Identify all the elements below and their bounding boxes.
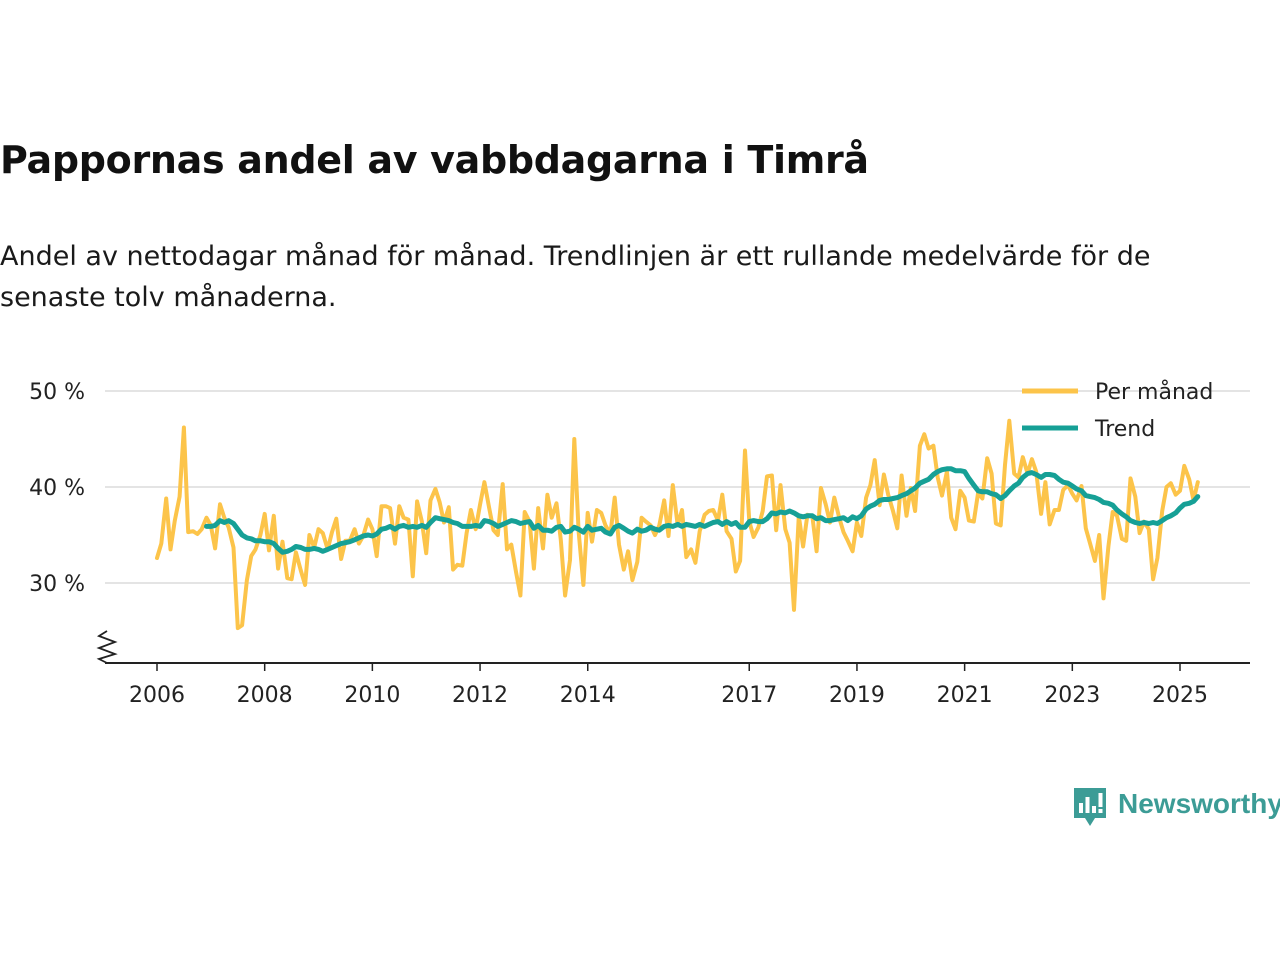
x-tick-label: 2019 [829,683,885,708]
newsworthy-logo: Newsworthy [1072,786,1280,828]
x-tick-label: 2014 [560,683,616,708]
newsworthy-logo-icon [1074,788,1106,826]
x-tick-label: 2008 [237,683,293,708]
y-tick-label: 50 % [29,380,85,405]
axes [96,630,1250,664]
x-axis-ticks: 2006 2008 2010 2012 2014 2017 2019 2021 2023 2025 [129,663,1208,708]
x-tick-label: 2010 [344,683,400,708]
line-chart: 30 % 40 % 50 % 2006 2008 2010 2012 2014 2017 201… [29,379,1250,708]
x-tick-label: 2017 [721,683,777,708]
x-tick-label: 2025 [1152,683,1208,708]
chart-subtitle: Andel av nettodagar månad för månad. Tre… [0,241,1151,313]
y-axis-ticks: 30 % 40 % 50 % [29,380,85,597]
y-tick-label: 30 % [29,572,85,597]
legend-label: Per månad [1095,379,1213,405]
y-tick-label: 40 % [29,476,85,501]
chart-title: Pappornas andel av vabbdagarna i Timrå [0,138,869,182]
x-tick-label: 2006 [129,683,185,708]
x-tick-label: 2023 [1044,683,1100,708]
series-line-trend [204,466,1201,555]
x-tick-label: 2021 [937,683,993,708]
x-tick-label: 2012 [452,683,508,708]
series-group [155,418,1201,631]
legend-label: Trend [1094,417,1155,442]
brand-name: Newsworthy [1118,788,1280,819]
y-axis-break-symbol [96,630,118,664]
legend: Per månad Trend [1022,379,1213,442]
